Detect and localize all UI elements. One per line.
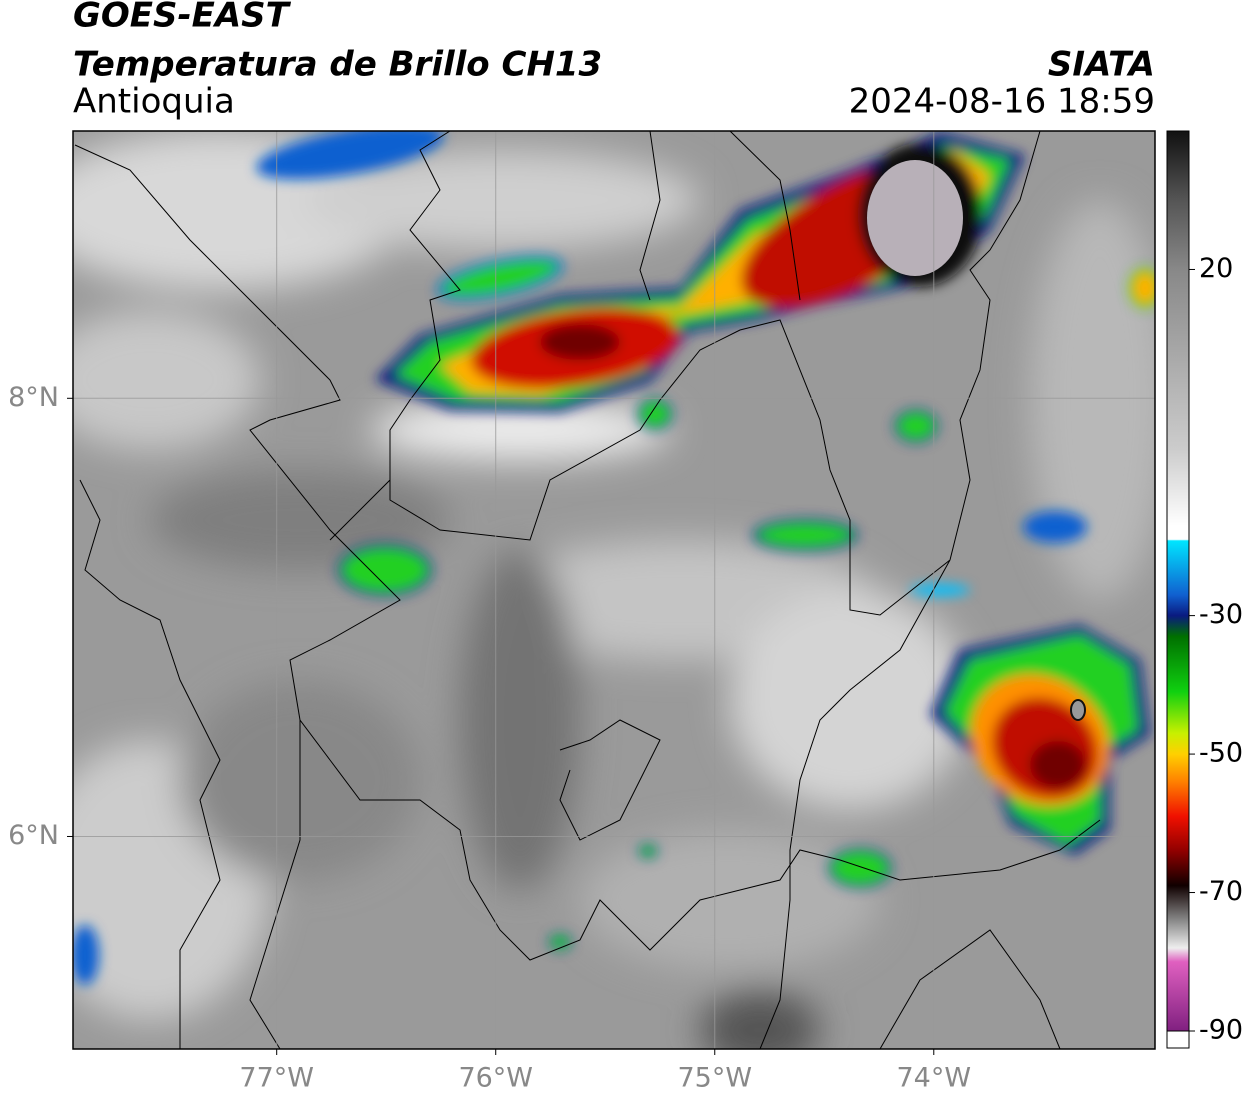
y-tick-label: 8°N [8,382,59,413]
colorbar-tick-label: -50 [1199,738,1243,769]
colorbar-tick-label: -70 [1199,876,1243,907]
region: Antioquia [73,82,235,122]
colorbar-tick-label: -30 [1199,599,1243,630]
subtitle: Temperatura de Brillo CH13 [73,45,602,85]
timestamp: 2024-08-16 18:59 [849,82,1155,122]
colorbar-tick-label: 20 [1199,253,1233,284]
x-tick-label: 77°W [239,1063,314,1094]
x-tick-label: 75°W [677,1063,752,1094]
borders [74,131,1101,1049]
source: SIATA [1048,45,1155,85]
map-frame [72,130,1156,1050]
satellite-image [73,131,1155,1049]
colorbar-under [1166,1030,1190,1049]
colorbar [1166,130,1190,1032]
x-tick-label: 76°W [458,1063,533,1094]
colorbar-tick-label: -90 [1199,1015,1243,1046]
cold-core [867,160,963,276]
y-tick-label: 6°N [8,820,59,851]
x-tick-label: 74°W [897,1063,972,1094]
cold-core [1070,699,1086,721]
title: GOES-EAST [73,0,292,36]
